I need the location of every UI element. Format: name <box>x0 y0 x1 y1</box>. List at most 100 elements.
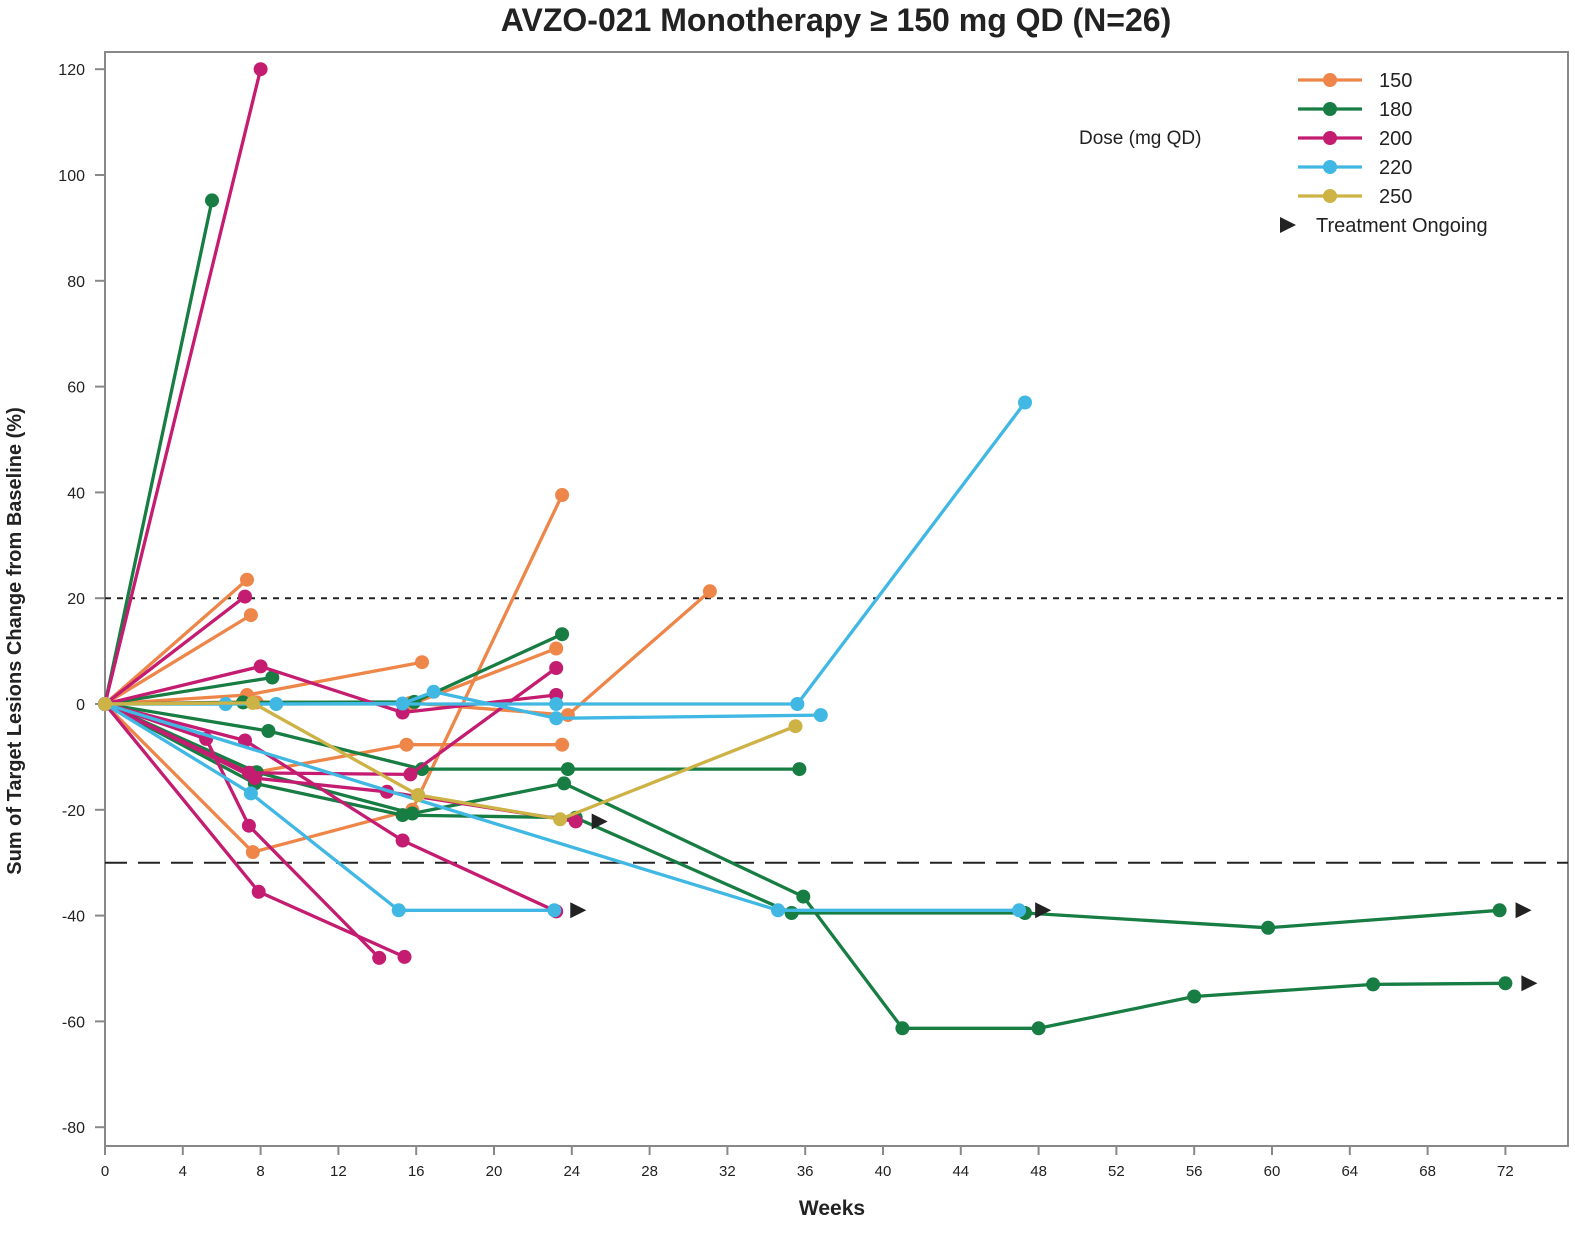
data-point <box>553 812 568 827</box>
x-tick-label: 32 <box>719 1163 736 1180</box>
series-line <box>105 401 1027 706</box>
series-line <box>103 595 247 706</box>
y-tick-label: 120 <box>58 62 85 79</box>
data-point <box>411 788 426 802</box>
legend-label: 200 <box>1379 128 1412 150</box>
x-tick-label: 52 <box>1108 1163 1125 1180</box>
data-point <box>1012 903 1027 918</box>
legend-label: 150 <box>1379 70 1412 92</box>
x-tick-label: 28 <box>641 1163 658 1180</box>
y-axis-label: Sum of Target Lesions Change from Baseli… <box>4 407 26 874</box>
x-tick-label: 40 <box>875 1163 892 1180</box>
x-tick-label: 60 <box>1264 1163 1281 1180</box>
legend-marker <box>1323 131 1337 145</box>
data-point <box>790 697 805 711</box>
x-tick-label: 44 <box>952 1163 969 1180</box>
series-line <box>104 702 381 960</box>
y-tick-label: -60 <box>62 1014 85 1031</box>
series-180 <box>98 193 219 711</box>
data-point <box>1492 903 1507 918</box>
data-point <box>205 193 219 208</box>
data-point <box>568 814 583 829</box>
data-point <box>702 584 717 599</box>
data-point <box>253 62 268 77</box>
y-tick-label: -20 <box>62 803 85 820</box>
series-line <box>104 675 273 706</box>
x-tick-label: 0 <box>101 1163 109 1180</box>
x-tick-label: 12 <box>330 1163 347 1180</box>
series-line <box>104 613 252 706</box>
data-point <box>415 655 429 670</box>
data-point <box>560 708 575 723</box>
data-point <box>247 771 262 786</box>
data-point <box>403 767 418 782</box>
data-point <box>1031 1021 1046 1036</box>
legend-marker <box>1323 73 1337 87</box>
x-tick-label: 20 <box>486 1163 503 1180</box>
data-point <box>788 719 803 734</box>
data-point <box>555 737 570 752</box>
data-point <box>241 818 256 833</box>
x-tick-label: 4 <box>179 1163 187 1180</box>
legend-label: 250 <box>1379 186 1412 208</box>
legend-marker <box>1323 189 1337 203</box>
series-line <box>103 494 564 854</box>
data-point <box>1018 395 1032 410</box>
data-point <box>555 488 570 502</box>
legend-marker <box>1323 160 1337 174</box>
data-point <box>98 697 112 711</box>
data-point <box>243 608 258 623</box>
series-line <box>103 578 249 706</box>
treatment-ongoing-marker <box>1521 975 1538 992</box>
data-point <box>895 1021 910 1036</box>
data-point <box>372 950 387 965</box>
data-point <box>395 808 410 823</box>
x-tick-label: 64 <box>1341 1163 1358 1180</box>
series-line <box>103 68 263 705</box>
x-axis-label: Weeks <box>799 1197 865 1220</box>
data-point <box>245 845 260 860</box>
series-220 <box>98 395 1032 711</box>
series-layer <box>98 62 1538 1036</box>
y-tick-label: 60 <box>67 380 85 397</box>
x-tick-label: 72 <box>1497 1163 1514 1180</box>
chart-title: AVZO-021 Monotherapy ≥ 150 mg QD (N=26) <box>501 2 1171 38</box>
legend-label: 180 <box>1379 99 1412 121</box>
y-tick-label: 40 <box>67 485 85 502</box>
data-point <box>238 733 252 748</box>
series-line <box>104 702 1500 930</box>
data-point <box>391 903 406 918</box>
y-tick-label: 100 <box>58 168 85 185</box>
y-tick-label: 20 <box>67 591 85 608</box>
data-point <box>395 833 410 848</box>
series-line <box>103 200 214 705</box>
treatment-ongoing-marker <box>1515 902 1532 919</box>
data-point <box>426 684 441 699</box>
data-point <box>813 708 828 723</box>
treatment-ongoing-marker <box>570 902 587 919</box>
data-point <box>238 589 252 604</box>
series-line <box>104 702 1506 1030</box>
legend-title: Dose (mg QD) <box>1079 128 1201 149</box>
data-point <box>560 762 575 777</box>
data-point <box>251 884 266 899</box>
legend: 150 180 200 220 250 Dose (mg QD) Treatment Ong… <box>1079 70 1488 237</box>
data-point <box>557 776 571 791</box>
data-point <box>555 627 570 642</box>
data-point <box>771 903 785 918</box>
data-point <box>549 697 564 711</box>
data-point <box>1187 989 1202 1004</box>
series-line <box>104 646 557 706</box>
data-point <box>240 572 254 587</box>
data-point <box>549 641 564 656</box>
data-point <box>1261 920 1276 935</box>
data-point <box>245 695 260 710</box>
data-point <box>243 786 258 801</box>
data-point <box>399 737 414 752</box>
data-point <box>549 661 564 675</box>
x-tick-label: 24 <box>563 1163 580 1180</box>
legend-label-ongoing: Treatment Ongoing <box>1316 215 1488 237</box>
data-point <box>265 670 280 685</box>
data-point <box>784 906 799 920</box>
